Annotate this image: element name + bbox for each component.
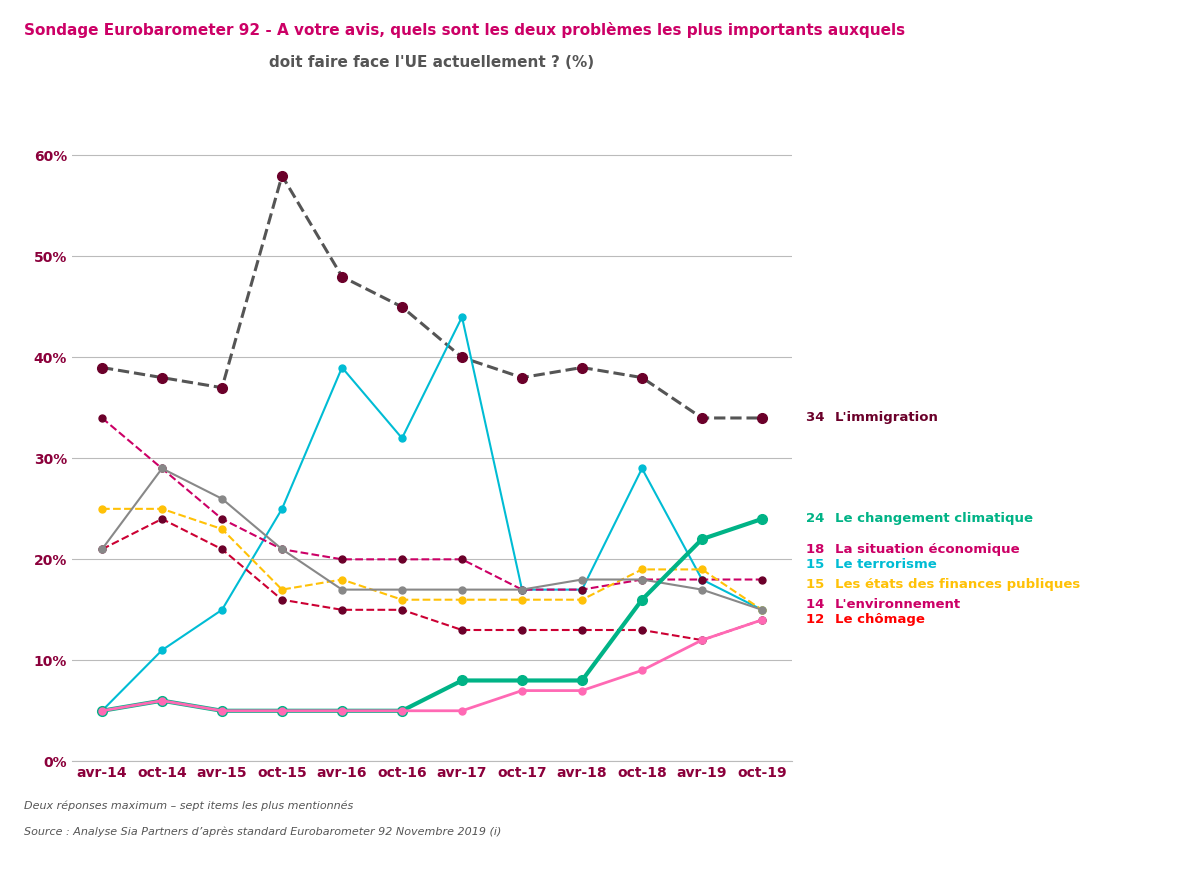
Text: Deux réponses maximum – sept items les plus mentionnés: Deux réponses maximum – sept items les p… xyxy=(24,801,353,811)
Text: Le changement climatique: Le changement climatique xyxy=(835,513,1033,526)
Text: 15: 15 xyxy=(806,578,829,592)
Text: La situation économique: La situation économique xyxy=(835,542,1020,556)
Text: doit faire face l'UE actuellement ? (%): doit faire face l'UE actuellement ? (%) xyxy=(270,55,594,70)
Text: 14: 14 xyxy=(806,598,829,612)
Text: Source : Analyse Sia Partners d’après standard Eurobarometer 92 Novembre 2019 (i: Source : Analyse Sia Partners d’après st… xyxy=(24,827,502,837)
Text: Le terrorisme: Le terrorisme xyxy=(835,558,937,570)
Text: 12: 12 xyxy=(806,613,829,626)
Text: L'environnement: L'environnement xyxy=(835,598,961,612)
Text: 34: 34 xyxy=(806,411,829,424)
Text: 15: 15 xyxy=(806,558,829,570)
Text: Les états des finances publiques: Les états des finances publiques xyxy=(835,578,1080,592)
Text: 24: 24 xyxy=(806,513,829,526)
Text: 18: 18 xyxy=(806,542,829,556)
Text: L'immigration: L'immigration xyxy=(835,411,940,424)
Text: Le chômage: Le chômage xyxy=(835,613,925,626)
Text: Sondage Eurobarometer 92 - A votre avis, quels sont les deux problèmes les plus : Sondage Eurobarometer 92 - A votre avis,… xyxy=(24,22,905,38)
